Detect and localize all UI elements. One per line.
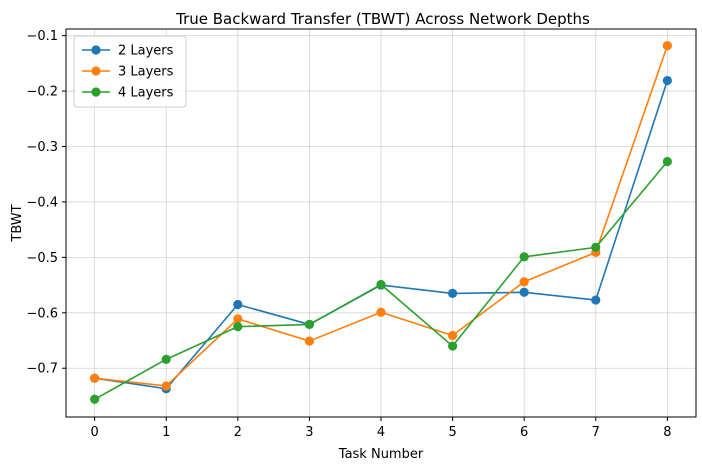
x-tick-label: 8 [663,425,671,440]
series-4-layers [90,156,672,404]
data-point [90,394,100,404]
data-point [376,279,386,290]
x-tick-label: 0 [90,425,98,440]
legend-item: 4 Layers [82,86,174,101]
data-point [662,156,672,167]
x-tick-label: 2 [234,425,242,440]
y-tick-label: −0.5 [26,251,58,266]
y-tick-label: −0.7 [26,362,58,377]
legend-label: 3 Layers [118,65,174,80]
legend-marker [91,87,101,97]
data-point [447,288,458,298]
data-point [519,277,529,287]
y-axis-label: TBWT [10,204,25,242]
x-tick-label: 5 [448,425,456,440]
axis-ticks: 0 1 2 3 4 5 6 7 8 −0.7 −0.6 −0.5 −0.4 −0.3 −0.2 −0.1 [26,29,671,440]
data-point [447,330,458,341]
y-tick-label: −0.1 [26,29,58,44]
data-point [591,242,601,252]
x-tick-label: 7 [592,425,600,440]
data-point [519,252,529,262]
data-point [662,41,672,51]
data-point [662,75,672,86]
data-point [233,322,243,332]
data-point [304,336,315,346]
x-tick-label: 4 [377,425,385,440]
x-axis-label: Task Number [338,447,424,462]
y-tick-label: −0.6 [26,306,58,321]
data-point [304,319,315,330]
legend-label: 2 Layers [118,44,174,59]
x-tick-label: 3 [305,425,313,440]
data-point [376,307,386,317]
y-tick-label: −0.4 [26,195,58,210]
chart-title: True Backward Transfer (TBWT) Across Net… [175,10,590,28]
legend-item: 3 Layers [82,65,174,80]
data-point [161,354,171,364]
x-tick-label: 1 [162,425,170,440]
y-tick-label: −0.2 [26,85,58,100]
legend-marker [91,66,101,76]
series-group [90,41,672,404]
data-point [447,341,458,351]
series-3-layers [90,41,672,391]
legend-marker [91,45,101,55]
data-point [90,373,100,383]
legend-label: 4 Layers [118,86,174,101]
legend: 2 Layers 3 Layers 4 Layers [73,35,187,108]
data-point [591,295,601,305]
data-point [233,314,243,324]
y-tick-label: −0.3 [26,140,58,155]
data-point [233,299,243,310]
data-point [519,287,529,297]
legend-item: 2 Layers [82,44,174,59]
data-point [161,381,171,391]
legend-box [73,35,187,108]
x-tick-label: 6 [520,425,528,440]
